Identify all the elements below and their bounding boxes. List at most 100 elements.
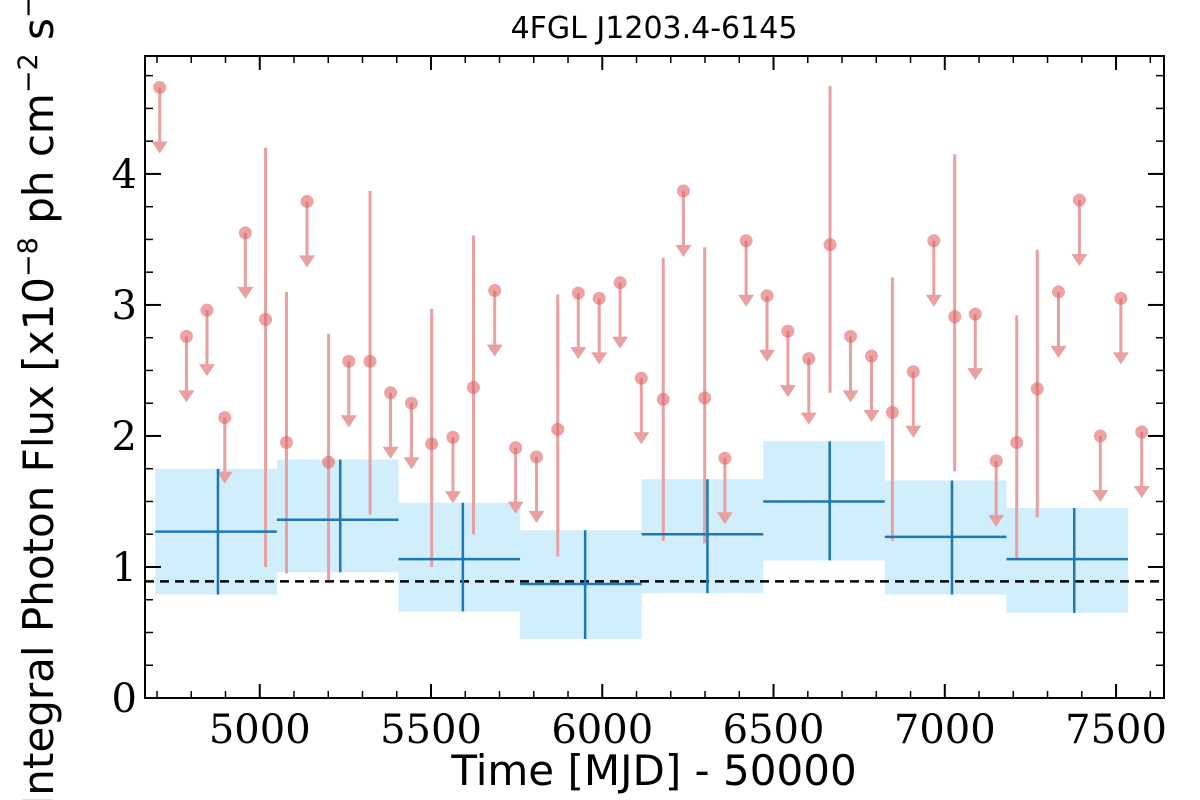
upper-limit-arrow-head — [738, 294, 755, 307]
upper-limit-point — [760, 289, 774, 303]
binned-bands — [155, 441, 1129, 640]
x-tick-labels: 5000 5500 6000 6500 7000 7500 — [209, 707, 1167, 753]
upper-limit-arrow-head — [675, 244, 692, 257]
binned-error-band — [1006, 508, 1129, 613]
upper-limit-arrow-head — [967, 368, 984, 381]
upper-limit-arrow-head — [1092, 489, 1109, 502]
upper-limit-arrow-head — [1112, 352, 1129, 365]
upper-limit-arrow-head — [299, 255, 316, 268]
upper-limit-arrow-head — [863, 410, 880, 423]
binned-error-band — [641, 479, 764, 594]
upper-limit-arrow-head — [528, 510, 545, 523]
upper-limit-arrow-head — [444, 491, 461, 504]
detection-point — [698, 391, 712, 405]
upper-limit-point — [718, 451, 732, 465]
upper-limit-point — [739, 234, 753, 248]
y-tick-label: 3 — [112, 283, 137, 329]
x-tick-label: 7500 — [1065, 707, 1167, 753]
upper-limit-point — [179, 329, 193, 343]
y-tick-label: 4 — [112, 152, 137, 198]
upper-limit-point — [676, 184, 690, 198]
upper-limit-point — [927, 234, 941, 248]
x-tick-label: 6000 — [551, 707, 653, 753]
upper-limit-arrow-head — [925, 294, 942, 307]
upper-limit-point — [989, 454, 1003, 468]
upper-limit-point — [488, 284, 502, 298]
upper-limit-point — [218, 411, 232, 425]
upper-limit-point — [404, 396, 418, 410]
x-tick-label: 5000 — [209, 707, 311, 753]
detection-point — [363, 354, 377, 368]
upper-limit-arrow-head — [507, 501, 524, 514]
y-tick-label: 2 — [112, 414, 137, 460]
upper-limit-point — [802, 352, 816, 366]
upper-limit-point — [530, 450, 544, 464]
y-axis-label-exp2: −2 — [13, 53, 44, 93]
binned-error-band — [276, 459, 399, 573]
upper-limit-arrow-head — [800, 412, 817, 425]
upper-limit-point — [613, 276, 627, 290]
upper-limit-point — [153, 80, 167, 94]
upper-limit-point — [634, 371, 648, 385]
upper-limit-arrow-head — [340, 415, 357, 428]
upper-limit-arrow-head — [591, 352, 608, 365]
y-tick-label: 0 — [112, 676, 137, 722]
plot-frame — [144, 55, 1165, 699]
x-axis-label: Time [MJD] - 50000 — [450, 746, 856, 795]
upper-limit-point — [864, 349, 878, 363]
detection-point — [425, 437, 439, 451]
upper-limit-point — [968, 307, 982, 321]
y-tick-labels: 0 1 2 3 4 — [112, 152, 137, 722]
y-axis-label-mid2: s — [14, 18, 63, 53]
axis-ticks — [145, 56, 1164, 699]
upper-limit-point — [1135, 425, 1149, 439]
upper-limit-arrow-head — [759, 349, 776, 362]
upper-limit-arrow-head — [570, 347, 587, 360]
binned-error-band — [398, 502, 521, 612]
upper-limit-arrow-head — [237, 286, 254, 299]
upper-limit-arrow-head — [151, 141, 168, 154]
upper-limit-arrow-head — [1133, 486, 1150, 499]
upper-limit-point — [781, 324, 795, 338]
upper-limit-arrow-head — [178, 390, 195, 403]
detection-point — [823, 238, 837, 252]
x-tick-label: 7000 — [894, 707, 996, 753]
upper-limit-point — [592, 291, 606, 305]
upper-limit-point — [509, 441, 523, 455]
y-axis-label-pre: Integral Photon Flux [x10 — [14, 277, 63, 800]
detection-point — [1030, 382, 1044, 396]
upper-limit-arrow-head — [382, 446, 399, 459]
upper-limit-arrow-head — [1050, 345, 1067, 358]
upper-limit-arrow-head — [1071, 254, 1088, 267]
upper-limit-point — [384, 386, 398, 400]
detection-point — [259, 312, 273, 326]
upper-limit-arrow-head — [716, 512, 733, 525]
upper-limit-arrow-head — [905, 425, 922, 438]
detection-point — [551, 422, 565, 436]
data-points — [151, 80, 1150, 581]
upper-limit-point — [844, 329, 858, 343]
y-axis-label: Integral Photon Flux [x10−8 ph cm−2 s−1] — [13, 0, 63, 800]
x-tick-label: 5500 — [380, 707, 482, 753]
upper-limit-point — [200, 303, 214, 317]
binned-crosses — [155, 441, 1129, 640]
detection-point — [322, 455, 336, 469]
upper-limit-arrow-head — [216, 471, 233, 484]
upper-limit-arrow-head — [633, 432, 650, 445]
upper-limit-arrow-head — [403, 457, 420, 470]
x-tick-label: 6500 — [723, 707, 825, 753]
upper-limit-arrow-head — [198, 364, 215, 377]
y-tick-label: 1 — [112, 545, 137, 591]
upper-limit-point — [906, 365, 920, 379]
upper-limit-point — [300, 194, 314, 208]
upper-limit-arrow-head — [842, 390, 859, 403]
chart-title: 4FGL J1203.4-6145 — [511, 11, 798, 46]
upper-limit-arrow-head — [988, 514, 1005, 527]
upper-limit-arrow-head — [779, 385, 796, 398]
upper-limit-point — [238, 226, 252, 240]
y-axis-label-mid: ph cm — [14, 93, 63, 237]
upper-limit-point — [1093, 429, 1107, 443]
detection-point — [1010, 436, 1024, 450]
y-axis-label-exp1: −8 — [13, 237, 44, 277]
